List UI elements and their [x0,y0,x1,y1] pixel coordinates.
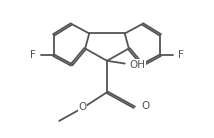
Text: O: O [78,102,86,112]
Text: O: O [141,101,149,111]
Text: F: F [178,50,184,60]
Text: F: F [30,50,36,60]
Text: OH: OH [129,60,145,70]
